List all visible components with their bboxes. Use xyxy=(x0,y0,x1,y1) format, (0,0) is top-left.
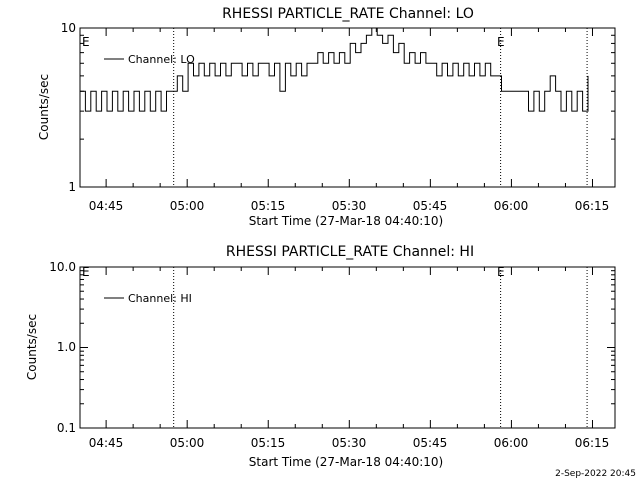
x-tick-label: 05:00 xyxy=(170,436,205,450)
axis-ticks-hi xyxy=(80,267,615,429)
axis-ticks-lo xyxy=(80,28,615,188)
legend-label-hi: Channel: HI xyxy=(128,292,192,305)
plot-frame-lo xyxy=(79,27,616,188)
chart-panel-hi: RHESSI PARTICLE_RATE Channel: HI E E Cha… xyxy=(25,244,616,469)
x-tick-label: 05:00 xyxy=(170,199,205,213)
x-tick-label: 05:45 xyxy=(413,199,448,213)
y-tick-label: 10 xyxy=(61,21,76,35)
y-axis-label-lo: Counts/sec xyxy=(37,74,51,140)
x-tick-label: 05:45 xyxy=(413,436,448,450)
x-tick-label: 06:15 xyxy=(575,436,610,450)
event-marker-start-hi: E xyxy=(82,265,90,279)
y-tick-label: 10.0 xyxy=(49,260,76,274)
event-lines-lo xyxy=(173,28,588,187)
y-axis-label-hi: Counts/sec xyxy=(25,314,39,380)
x-tick-label: 05:30 xyxy=(332,199,367,213)
y-tick-label: 1 xyxy=(68,180,76,194)
footer-timestamp: 2-Sep-2022 20:45 xyxy=(555,469,636,479)
chart-title-hi: RHESSI PARTICLE_RATE Channel: HI xyxy=(226,244,474,260)
chart-title-lo: RHESSI PARTICLE_RATE Channel: LO xyxy=(222,6,474,22)
x-tick-label: 06:00 xyxy=(494,436,529,450)
x-tick-label: 04:45 xyxy=(89,436,124,450)
x-tick-label: 06:15 xyxy=(575,199,610,213)
x-tick-label: 05:15 xyxy=(251,199,286,213)
event-marker-hi: E xyxy=(497,265,505,279)
x-tick-label: 05:15 xyxy=(251,436,286,450)
legend-label-lo: Channel: LO xyxy=(128,53,195,66)
event-lines-hi xyxy=(173,267,588,428)
x-tick-label: 05:30 xyxy=(332,436,367,450)
event-marker-start-lo: E xyxy=(82,35,90,49)
series-line-lo xyxy=(80,27,589,112)
x-axis-label-lo: Start Time (27-Mar-18 04:40:10) xyxy=(249,214,443,228)
chart-panel-lo: RHESSI PARTICLE_RATE Channel: LO E E Cha… xyxy=(37,6,616,228)
event-marker-lo: E xyxy=(497,35,505,49)
x-tick-label: 06:00 xyxy=(494,199,529,213)
x-axis-label-hi: Start Time (27-Mar-18 04:40:10) xyxy=(249,455,443,469)
y-tick-label: 1.0 xyxy=(57,340,76,354)
y-tick-label: 0.1 xyxy=(57,421,76,435)
x-tick-label: 04:45 xyxy=(89,199,124,213)
